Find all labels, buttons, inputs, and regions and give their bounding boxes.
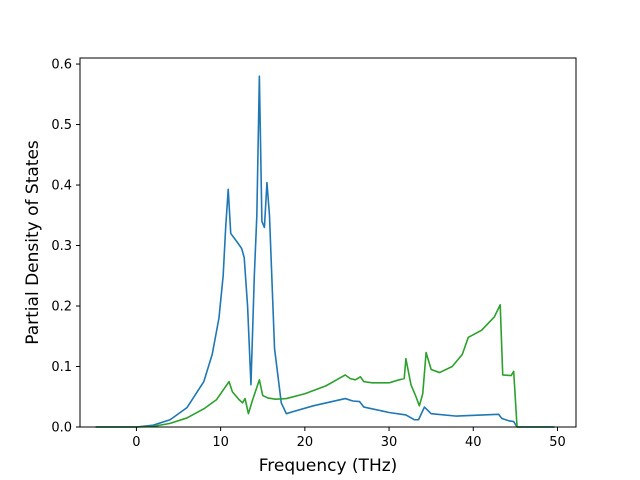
x-tick-label: 10 [212, 435, 229, 450]
y-tick-label: 0.6 [51, 58, 72, 73]
series-line-1 [95, 75, 555, 428]
x-axis-label: Frequency (THz) [259, 456, 398, 476]
y-tick-label: 0.1 [51, 360, 72, 375]
tick-layer: 0 10 20 30 40 50 0.0 0.1 0.2 0.3 0.4 0.5 0.6 [51, 58, 565, 450]
y-tick-label: 0.3 [51, 239, 72, 254]
x-tick-label: 30 [381, 435, 398, 450]
y-tick-label: 0.4 [51, 179, 72, 194]
series-layer [95, 75, 555, 428]
y-tick-label: 0.0 [51, 421, 72, 436]
axes-frame [79, 57, 577, 428]
series-line-2 [95, 304, 555, 428]
x-tick-label: 40 [465, 435, 482, 450]
x-tick-label: 20 [297, 435, 314, 450]
x-tick-label: 50 [549, 435, 566, 450]
y-tick-label: 0.2 [51, 300, 72, 315]
y-tick-label: 0.5 [51, 118, 72, 133]
y-axis-label: Partial Density of States [23, 140, 43, 345]
x-tick-label: 0 [132, 435, 140, 450]
